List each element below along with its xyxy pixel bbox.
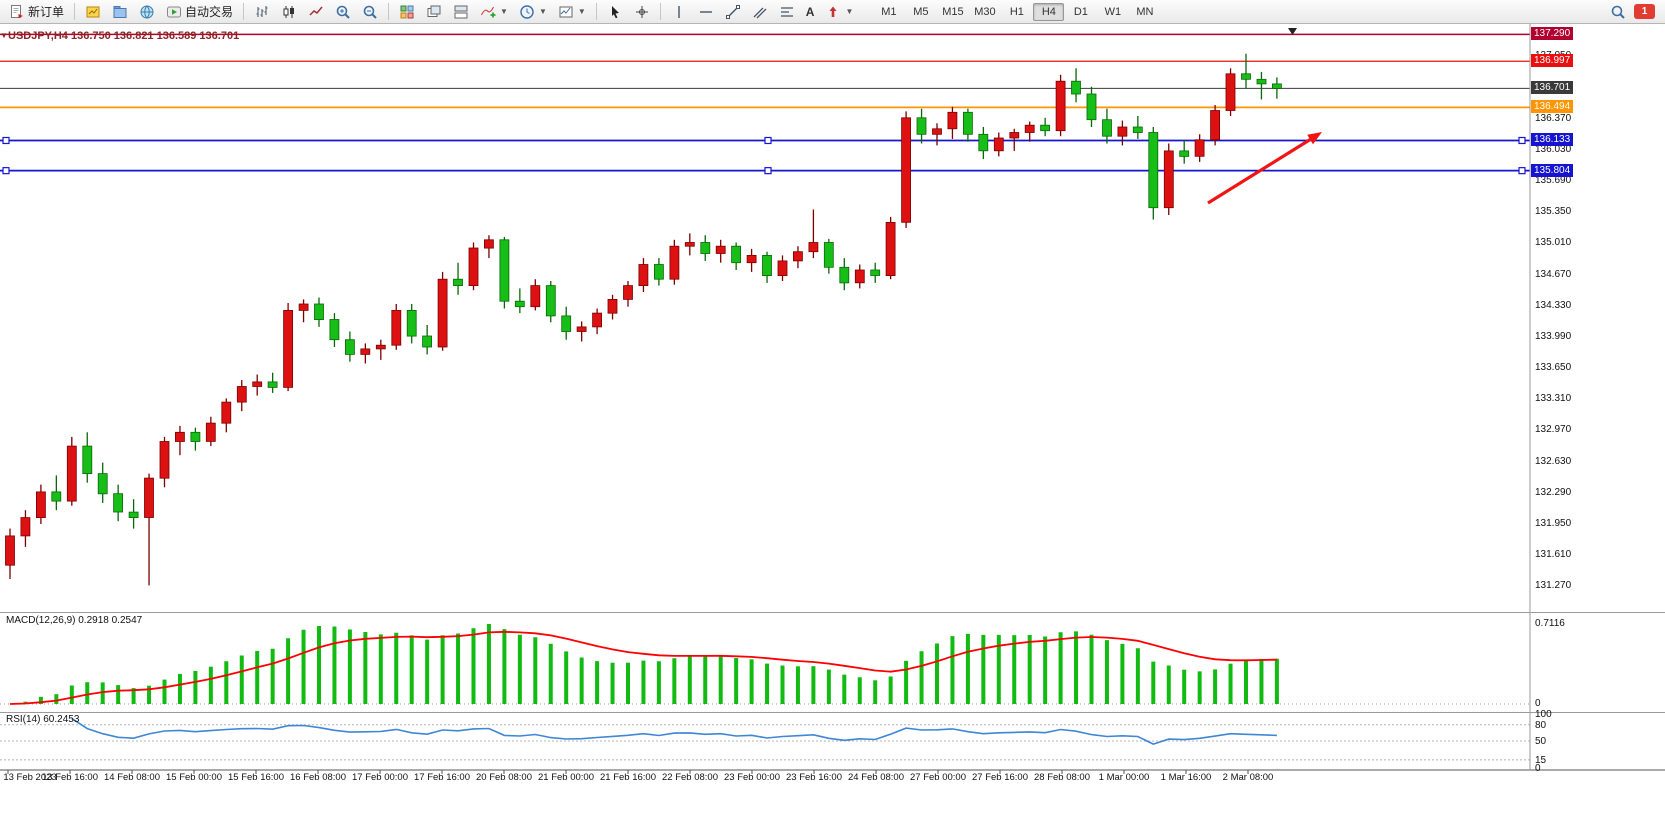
- zoom-out-icon: [363, 5, 377, 19]
- new-order-label: 新订单: [28, 5, 65, 19]
- text-tool-icon: A: [805, 4, 815, 19]
- trend-arrow[interactable]: [1207, 137, 1312, 205]
- notification-badge[interactable]: 1: [1634, 4, 1655, 19]
- community-button[interactable]: [134, 2, 160, 22]
- zoom-out-button[interactable]: [357, 2, 383, 22]
- autotrading-button[interactable]: 自动交易: [161, 1, 238, 22]
- new-order-icon: [11, 4, 23, 18]
- timeframe-m5-button[interactable]: M5: [913, 5, 929, 18]
- tile-windows-button[interactable]: [394, 2, 420, 22]
- toolbar: 新订单 自动交易: [0, 0, 1665, 24]
- fibonacci-tool-button[interactable]: [774, 2, 800, 22]
- vertical-line-tool-button[interactable]: [666, 2, 692, 22]
- toolbar-separator: [243, 3, 245, 20]
- horizontal-line-tool-button[interactable]: [693, 2, 719, 22]
- line-handle[interactable]: [1518, 167, 1526, 175]
- candlestick-chart-icon: [283, 5, 295, 18]
- line-handles[interactable]: [2, 136, 1526, 175]
- toolbar-right-zone: 1: [1610, 4, 1661, 20]
- timeframe-h1-button[interactable]: H1: [1009, 5, 1024, 18]
- chevron-down-icon: ▼: [538, 7, 547, 16]
- tile-horizontal-icon: [454, 5, 468, 18]
- search-icon[interactable]: [1610, 4, 1626, 20]
- profiles-icon: [113, 5, 127, 18]
- new-chart-button[interactable]: [80, 2, 106, 22]
- zoom-in-button[interactable]: [330, 2, 356, 22]
- chevron-down-icon: ▼: [500, 7, 508, 16]
- bar-chart-button[interactable]: [249, 2, 275, 22]
- line-handle[interactable]: [2, 136, 10, 145]
- bar-chart-icon: [256, 5, 268, 17]
- profiles-button[interactable]: [107, 2, 133, 22]
- text-tool-button[interactable]: A: [801, 3, 820, 21]
- timeframe-group: M1 M5 M15 M30 H1 H4 D1 W1 MN: [873, 2, 1160, 21]
- timeframe-m15-button[interactable]: M15: [942, 5, 964, 18]
- fibonacci-icon: [780, 6, 793, 17]
- globe-icon: [140, 5, 154, 18]
- timeframe-m1-button[interactable]: M1: [881, 5, 897, 18]
- toolbar-separator: [388, 3, 390, 20]
- macd-histogram: [23, 624, 1279, 704]
- crosshair-icon: [635, 5, 648, 18]
- line-handle[interactable]: [764, 136, 772, 145]
- timeframe-w1-button[interactable]: W1: [1104, 5, 1122, 18]
- autotrading-icon: [167, 6, 182, 17]
- timeframe-mn-button[interactable]: MN: [1136, 5, 1154, 18]
- indicators-button[interactable]: ▼: [475, 2, 513, 22]
- template-icon: [559, 6, 573, 17]
- toolbar-separator: [74, 3, 76, 20]
- clock-icon: [520, 4, 534, 19]
- tile-windows-icon: [400, 5, 414, 18]
- trendline-tool-button[interactable]: [720, 2, 746, 22]
- arrows-tool-button[interactable]: ▼: [820, 2, 858, 22]
- candles: [5, 53, 1282, 586]
- timeframe-d1-button[interactable]: D1: [1073, 5, 1088, 18]
- chevron-down-icon: ▼: [845, 7, 854, 16]
- timeframe-h4-button[interactable]: H4: [1033, 2, 1065, 21]
- cursor-icon: [611, 5, 619, 18]
- line-handle[interactable]: [764, 167, 772, 175]
- toolbar-separator: [659, 3, 661, 20]
- vertical-line-icon: [678, 5, 680, 18]
- tile-horizontal-button[interactable]: [448, 2, 474, 22]
- timeframe-m30-button[interactable]: M30: [974, 5, 996, 18]
- chevron-down-icon: ▼: [577, 7, 586, 16]
- candlestick-chart-button[interactable]: [276, 2, 302, 22]
- crosshair-tool-button[interactable]: [629, 2, 655, 22]
- channel-tool-button[interactable]: [747, 2, 773, 22]
- indicators-icon: [481, 6, 496, 17]
- autotrading-label: 自动交易: [185, 5, 234, 19]
- cascade-windows-icon: [427, 5, 441, 17]
- new-order-button[interactable]: 新订单: [4, 1, 69, 22]
- macd-signal-line: [9, 630, 1277, 705]
- trendline-icon: [725, 4, 740, 19]
- line-chart-icon: [309, 6, 323, 16]
- cursor-tool-button[interactable]: [602, 2, 628, 22]
- rsi-line: [71, 717, 1277, 745]
- horizontal-line-icon: [699, 10, 712, 13]
- chart-shift-marker[interactable]: [1288, 28, 1297, 35]
- arrow-shape-icon: [829, 6, 837, 17]
- line-handle[interactable]: [2, 167, 10, 175]
- periods-button[interactable]: ▼: [514, 2, 552, 22]
- templates-button[interactable]: ▼: [553, 2, 591, 22]
- line-chart-button[interactable]: [303, 2, 329, 22]
- toolbar-separator: [595, 3, 597, 20]
- channel-icon: [753, 7, 767, 18]
- zoom-in-icon: [336, 5, 350, 19]
- new-chart-icon: [86, 6, 100, 17]
- cascade-windows-button[interactable]: [421, 2, 447, 22]
- trend-arrow-head[interactable]: [1307, 132, 1322, 145]
- line-handle[interactable]: [1518, 136, 1526, 145]
